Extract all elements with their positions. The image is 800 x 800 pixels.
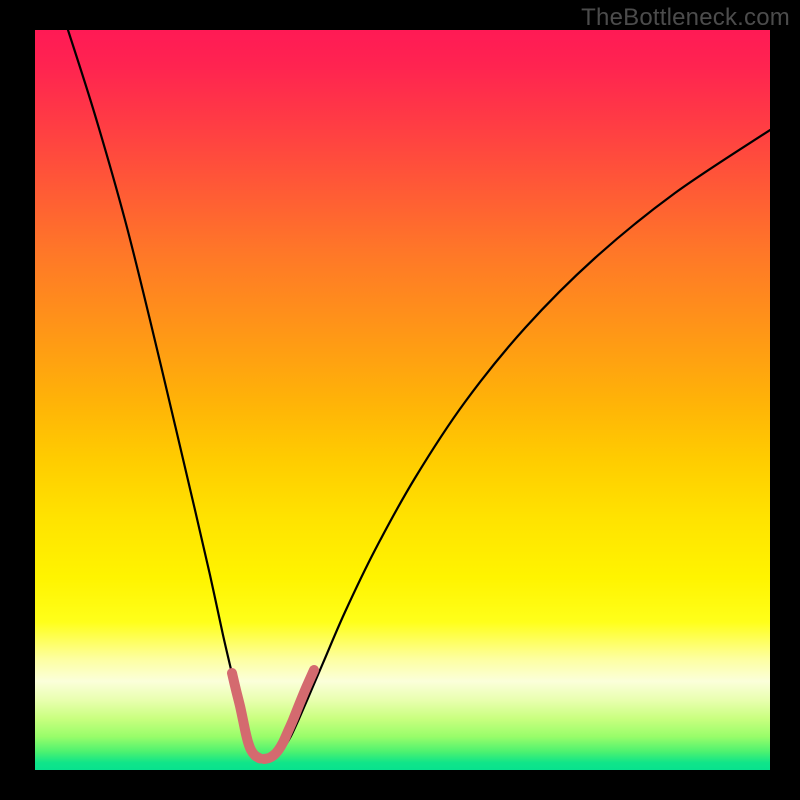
chart-plot-area — [35, 30, 770, 770]
chart-svg — [35, 30, 770, 770]
chart-gradient-background — [35, 30, 770, 770]
watermark-text: TheBottleneck.com — [581, 4, 790, 32]
